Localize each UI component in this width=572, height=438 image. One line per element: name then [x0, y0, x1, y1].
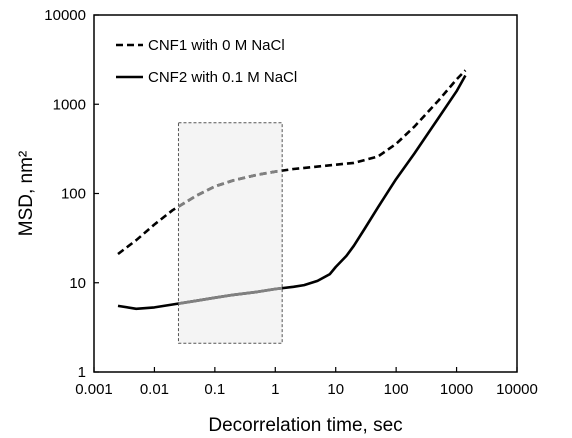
series-line-1	[117, 69, 467, 256]
series-line-2	[117, 74, 467, 311]
x-axis-title: Decorrelation time, sec	[208, 415, 402, 436]
y-tick-label: 10	[69, 275, 86, 292]
x-tick-label: 10	[327, 381, 344, 398]
y-tick-label: 1000	[53, 96, 86, 113]
y-tick-label: 100	[61, 186, 86, 203]
x-tick-label: 1000	[440, 381, 473, 398]
y-tick-label: 10000	[44, 7, 86, 24]
x-tick-label: 100	[384, 381, 409, 398]
series-line-2-highlighted	[178, 286, 283, 305]
series-line-1-highlighted	[178, 169, 283, 209]
legend: CNF1 with 0 M NaCl CNF2 with 0.1 M NaCl	[116, 37, 297, 86]
highlight-region	[177, 122, 283, 344]
x-tick-label: 0.001	[75, 381, 113, 398]
x-tick-label: 10000	[496, 381, 538, 398]
x-tick-label: 1	[271, 381, 279, 398]
legend-label-1: CNF1 with 0 M NaCl	[148, 37, 285, 54]
y-tick-label: 1	[78, 364, 86, 381]
legend-label-2: CNF2 with 0.1 M NaCl	[148, 69, 297, 86]
x-tick-label: 0.1	[204, 381, 225, 398]
x-tick-label: 0.01	[140, 381, 169, 398]
y-axis-title: MSD, nm²	[16, 151, 37, 237]
